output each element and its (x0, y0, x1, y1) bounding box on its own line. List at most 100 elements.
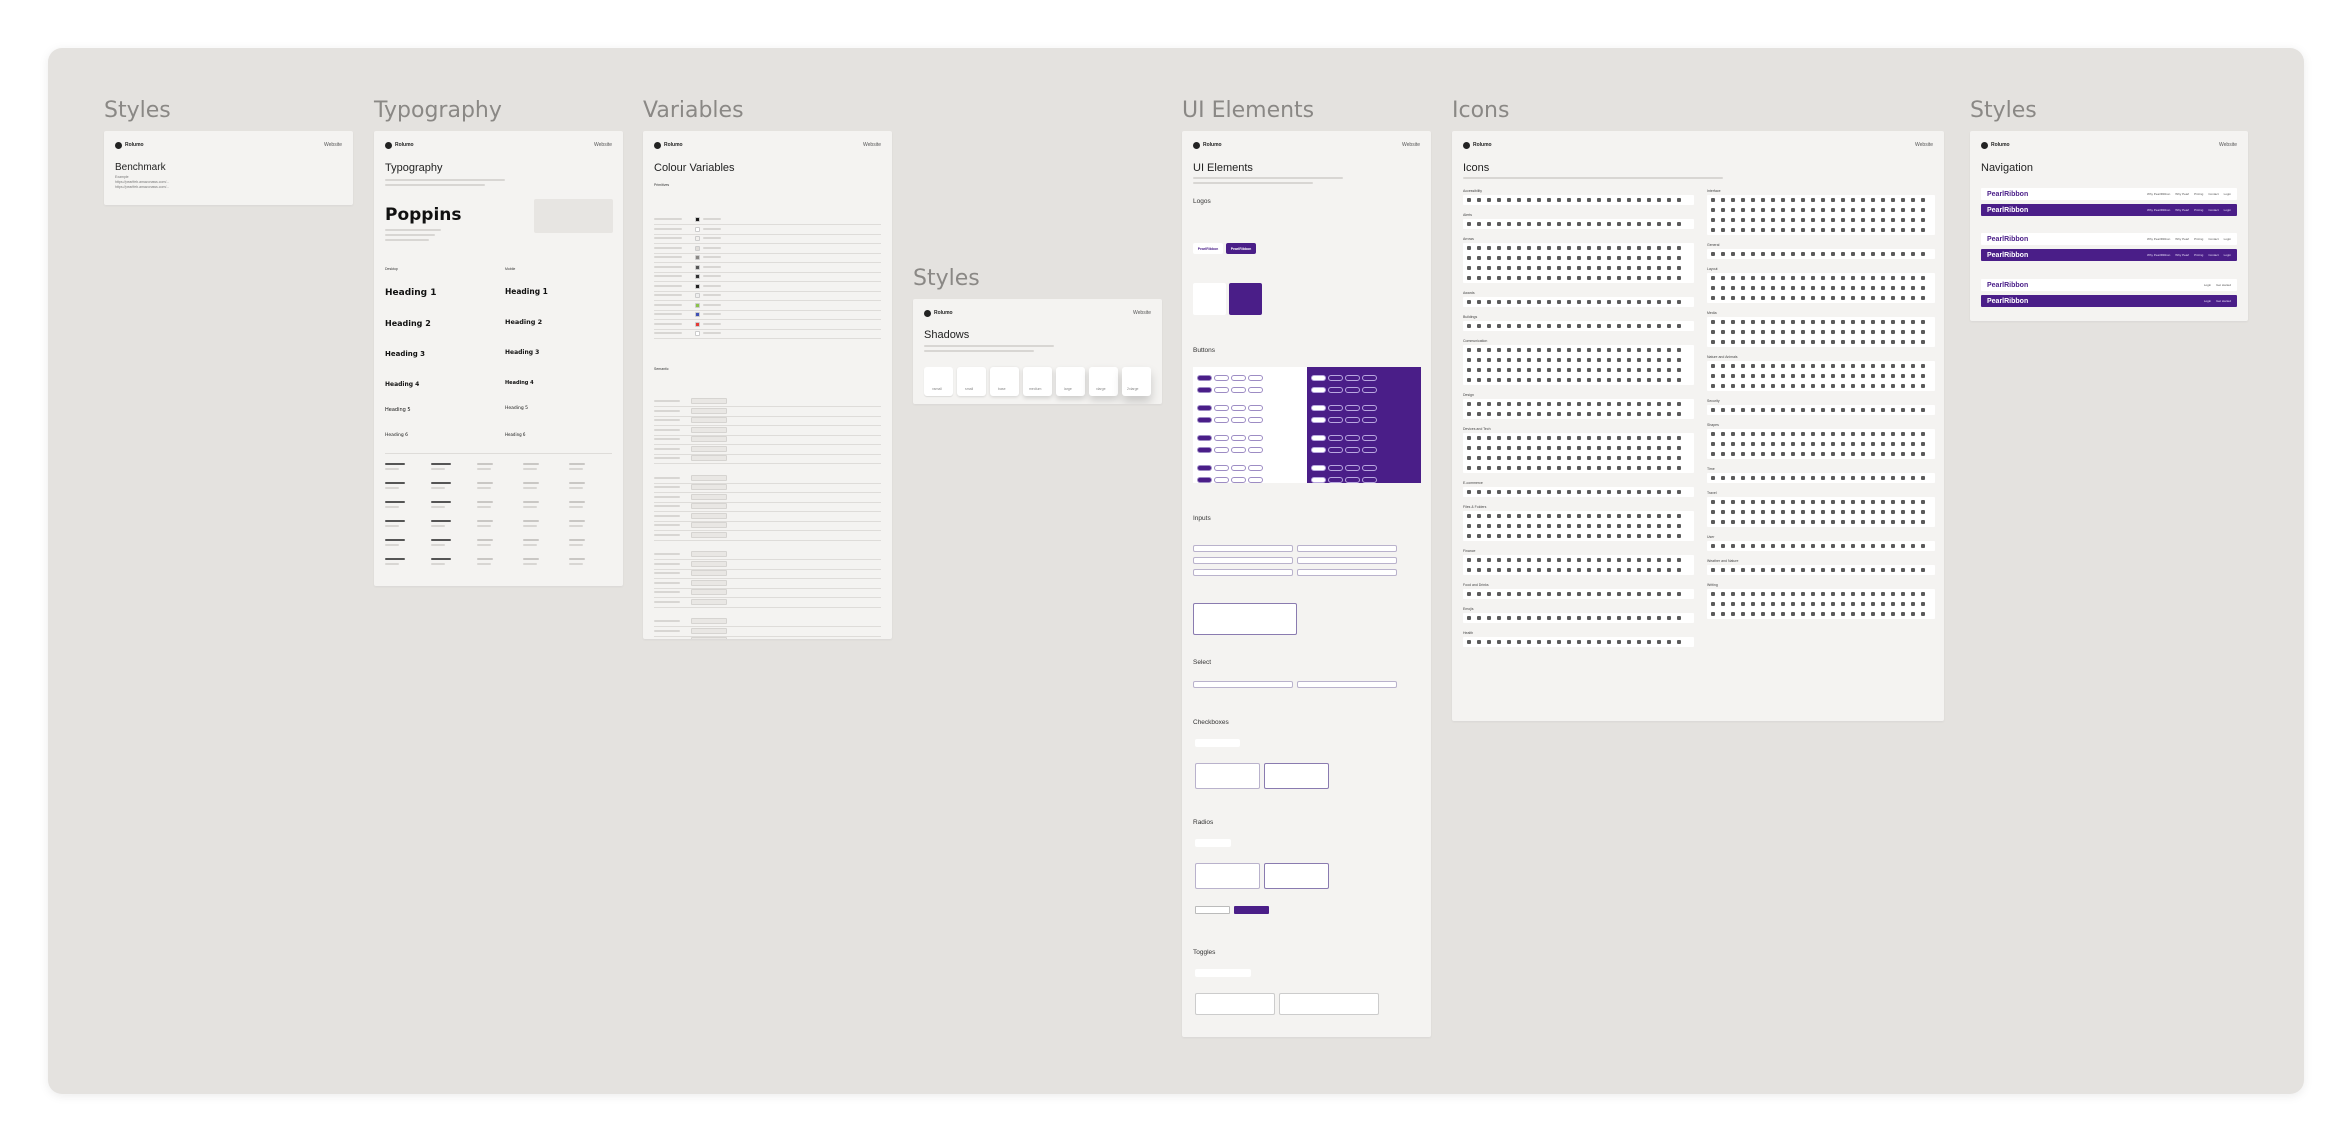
glyph-icon[interactable] (1547, 300, 1551, 304)
glyph-icon[interactable] (1517, 348, 1521, 352)
glyph-icon[interactable] (1751, 602, 1755, 606)
glyph-icon[interactable] (1647, 446, 1651, 450)
glyph-icon[interactable] (1771, 374, 1775, 378)
glyph-icon[interactable] (1627, 368, 1631, 372)
glyph-icon[interactable] (1477, 490, 1481, 494)
glyph-icon[interactable] (1781, 296, 1785, 300)
glyph-icon[interactable] (1677, 490, 1681, 494)
glyph-icon[interactable] (1627, 256, 1631, 260)
frame-title-ui-elements[interactable]: UI Elements (1182, 98, 1315, 123)
website-link[interactable]: Website (2219, 142, 2237, 148)
glyph-icon[interactable] (1627, 378, 1631, 382)
glyph-icon[interactable] (1527, 300, 1531, 304)
glyph-icon[interactable] (1731, 296, 1735, 300)
glyph-icon[interactable] (1587, 514, 1591, 518)
glyph-icon[interactable] (1881, 544, 1885, 548)
glyph-icon[interactable] (1771, 228, 1775, 232)
button-sample-dark[interactable] (1328, 465, 1343, 471)
glyph-icon[interactable] (1711, 296, 1715, 300)
glyph-icon[interactable] (1657, 266, 1661, 270)
glyph-icon[interactable] (1811, 296, 1815, 300)
navbar-variant[interactable]: PearlRibbon Why PearlRibbon Why Pearl Prici… (1981, 188, 2237, 200)
glyph-icon[interactable] (1721, 286, 1725, 290)
glyph-icon[interactable] (1527, 446, 1531, 450)
glyph-icon[interactable] (1477, 300, 1481, 304)
glyph-icon[interactable] (1527, 490, 1531, 494)
glyph-icon[interactable] (1667, 446, 1671, 450)
glyph-icon[interactable] (1607, 348, 1611, 352)
glyph-icon[interactable] (1841, 612, 1845, 616)
navbar-link[interactable]: Why Pearl (2175, 237, 2190, 241)
navbar-logo[interactable]: PearlRibbon (1987, 281, 2029, 289)
glyph-icon[interactable] (1751, 218, 1755, 222)
glyph-icon[interactable] (1537, 558, 1541, 562)
glyph-icon[interactable] (1901, 408, 1905, 412)
glyph-icon[interactable] (1617, 378, 1621, 382)
glyph-icon[interactable] (1731, 432, 1735, 436)
glyph-icon[interactable] (1637, 368, 1641, 372)
glyph-icon[interactable] (1721, 612, 1725, 616)
glyph-icon[interactable] (1467, 402, 1471, 406)
glyph-icon[interactable] (1811, 320, 1815, 324)
glyph-icon[interactable] (1811, 432, 1815, 436)
glyph-icon[interactable] (1607, 524, 1611, 528)
glyph-icon[interactable] (1901, 568, 1905, 572)
glyph-icon[interactable] (1547, 534, 1551, 538)
glyph-icon[interactable] (1507, 568, 1511, 572)
glyph-icon[interactable] (1607, 466, 1611, 470)
glyph-icon[interactable] (1891, 340, 1895, 344)
button-sample-dark[interactable] (1362, 447, 1377, 453)
button-sample[interactable] (1197, 387, 1212, 393)
glyph-icon[interactable] (1657, 368, 1661, 372)
glyph-icon[interactable] (1771, 510, 1775, 514)
glyph-icon[interactable] (1467, 368, 1471, 372)
button-sample[interactable] (1231, 465, 1246, 471)
glyph-icon[interactable] (1677, 276, 1681, 280)
glyph-icon[interactable] (1731, 568, 1735, 572)
frame-variables[interactable]: Rolumo Website Colour Variables Primitiv… (643, 131, 892, 639)
glyph-icon[interactable] (1627, 558, 1631, 562)
glyph-icon[interactable] (1711, 612, 1715, 616)
glyph-icon[interactable] (1597, 436, 1601, 440)
glyph-icon[interactable] (1587, 616, 1591, 620)
glyph-icon[interactable] (1921, 276, 1925, 280)
glyph-icon[interactable] (1537, 524, 1541, 528)
glyph-icon[interactable] (1801, 320, 1805, 324)
glyph-icon[interactable] (1507, 490, 1511, 494)
glyph-icon[interactable] (1587, 256, 1591, 260)
glyph-icon[interactable] (1607, 616, 1611, 620)
glyph-icon[interactable] (1487, 276, 1491, 280)
glyph-icon[interactable] (1781, 208, 1785, 212)
glyph-icon[interactable] (1507, 534, 1511, 538)
glyph-icon[interactable] (1537, 436, 1541, 440)
glyph-icon[interactable] (1791, 218, 1795, 222)
glyph-icon[interactable] (1871, 442, 1875, 446)
glyph-icon[interactable] (1647, 514, 1651, 518)
glyph-icon[interactable] (1517, 256, 1521, 260)
glyph-icon[interactable] (1821, 208, 1825, 212)
glyph-icon[interactable] (1617, 436, 1621, 440)
glyph-icon[interactable] (1861, 330, 1865, 334)
glyph-icon[interactable] (1507, 276, 1511, 280)
glyph-icon[interactable] (1871, 602, 1875, 606)
glyph-icon[interactable] (1741, 198, 1745, 202)
glyph-icon[interactable] (1567, 514, 1571, 518)
glyph-icon[interactable] (1547, 514, 1551, 518)
glyph-icon[interactable] (1637, 358, 1641, 362)
glyph-icon[interactable] (1627, 592, 1631, 596)
glyph-icon[interactable] (1577, 300, 1581, 304)
glyph-icon[interactable] (1721, 432, 1725, 436)
glyph-icon[interactable] (1921, 520, 1925, 524)
glyph-icon[interactable] (1711, 320, 1715, 324)
text-input[interactable] (1297, 569, 1397, 576)
glyph-icon[interactable] (1791, 208, 1795, 212)
glyph-icon[interactable] (1597, 378, 1601, 382)
glyph-icon[interactable] (1587, 378, 1591, 382)
glyph-icon[interactable] (1821, 218, 1825, 222)
glyph-icon[interactable] (1881, 602, 1885, 606)
glyph-icon[interactable] (1647, 256, 1651, 260)
glyph-icon[interactable] (1497, 276, 1501, 280)
glyph-icon[interactable] (1667, 198, 1671, 202)
glyph-icon[interactable] (1881, 252, 1885, 256)
glyph-icon[interactable] (1537, 640, 1541, 644)
